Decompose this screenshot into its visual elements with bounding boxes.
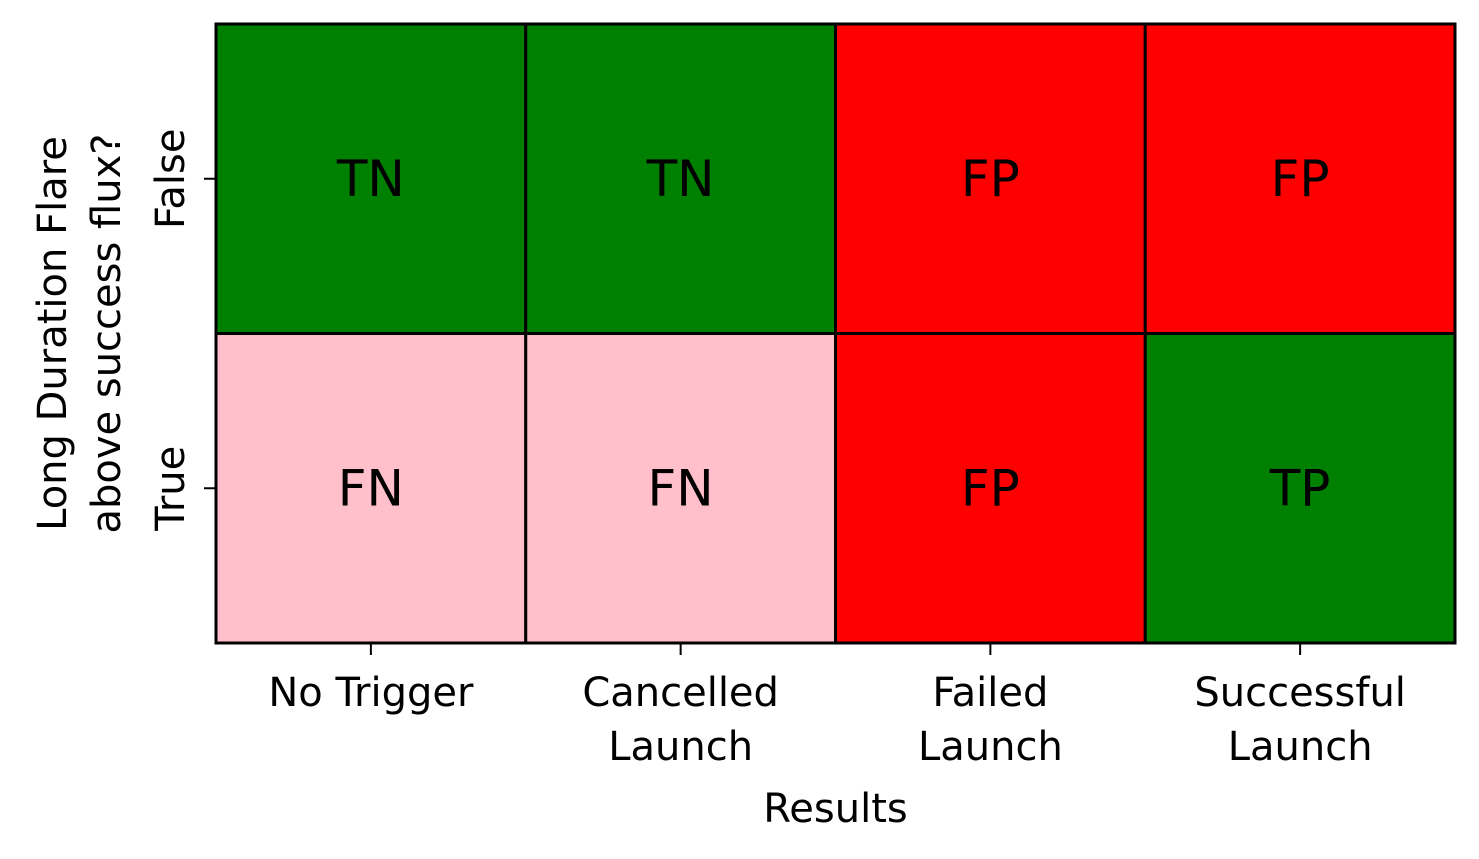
heatmap-cells xyxy=(214,22,1457,645)
axes xyxy=(204,22,1457,655)
x-tick-label: Cancelled Launch xyxy=(582,670,779,770)
cell-label: FN xyxy=(338,459,404,517)
heatmap-cell xyxy=(1143,332,1457,645)
heatmap-cell xyxy=(524,332,837,645)
x-tick-label: Failed Launch xyxy=(918,670,1063,770)
cell-label: FP xyxy=(961,459,1020,517)
labels: TN TN FP FP FN FN FP TP No Trigger Cancelled Launc… xyxy=(30,129,1406,832)
x-axis-label: Results xyxy=(763,786,907,832)
cell-label: TN xyxy=(336,150,405,208)
y-tick-label: False xyxy=(148,129,194,229)
cell-label: TN xyxy=(646,150,715,208)
heatmap-cell xyxy=(214,22,528,335)
x-tick-label: No Trigger xyxy=(268,670,474,716)
cell-label: TP xyxy=(1269,459,1331,517)
heatmap-cell xyxy=(1143,22,1457,335)
x-tick-label: Successful Launch xyxy=(1194,670,1406,770)
y-tick-label: True xyxy=(148,446,194,532)
cell-label: FP xyxy=(961,150,1020,208)
plot-frame xyxy=(214,22,1457,645)
heatmap-cell xyxy=(214,332,528,645)
cell-label: FP xyxy=(1271,150,1330,208)
heatmap-cell xyxy=(524,22,837,335)
cell-label: FN xyxy=(648,459,714,517)
y-axis-label: Long Duration Flare above success flux? xyxy=(30,134,130,534)
